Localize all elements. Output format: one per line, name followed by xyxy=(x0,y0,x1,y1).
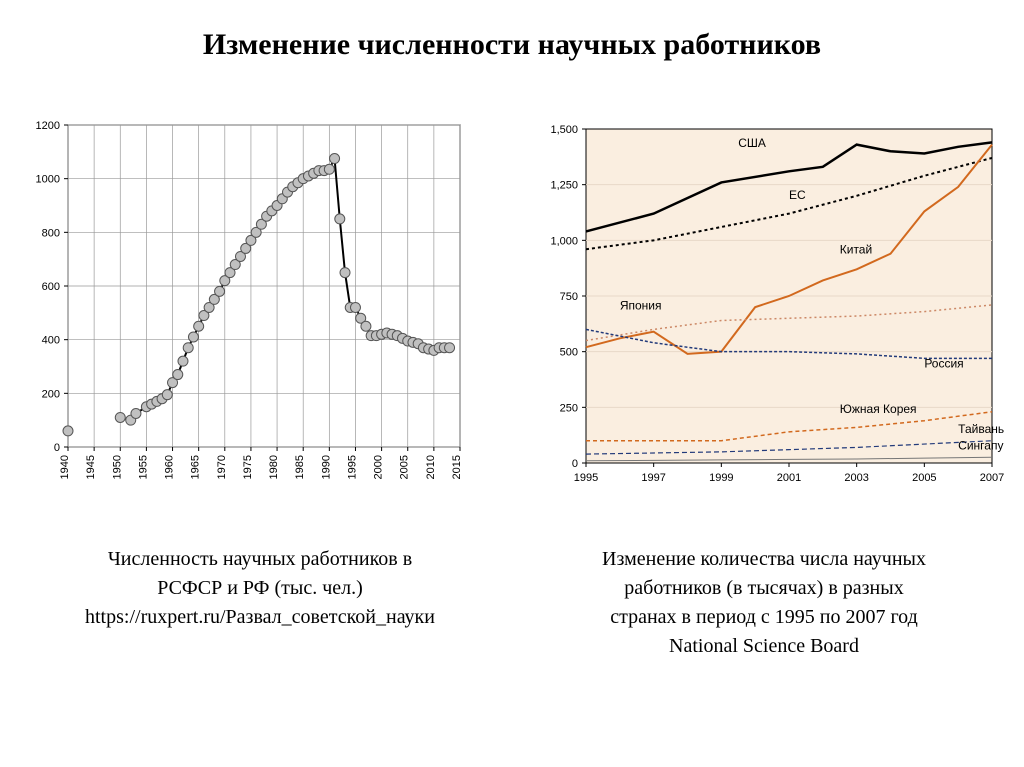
svg-text:1955: 1955 xyxy=(137,455,149,479)
svg-text:2005: 2005 xyxy=(399,455,411,479)
svg-text:1997: 1997 xyxy=(641,472,665,484)
svg-text:2015: 2015 xyxy=(451,455,463,479)
svg-text:ЕС: ЕС xyxy=(789,188,806,202)
svg-text:США: США xyxy=(738,136,766,150)
caption-text: Изменение количества числа научных xyxy=(602,548,926,570)
svg-text:1965: 1965 xyxy=(190,455,202,479)
svg-text:1000: 1000 xyxy=(36,174,60,186)
left-caption: Численность научных работников в РСФСР и… xyxy=(40,545,480,661)
svg-text:Россия: Россия xyxy=(924,356,963,370)
svg-text:2003: 2003 xyxy=(844,472,868,484)
svg-text:1960: 1960 xyxy=(164,455,176,479)
svg-text:1975: 1975 xyxy=(242,455,254,479)
svg-text:1200: 1200 xyxy=(36,120,60,132)
svg-text:1945: 1945 xyxy=(85,455,97,479)
left-chart: 0 200 400 600 800 1000 1200 1940 1945 1950 1955 196… xyxy=(20,115,470,495)
caption-text: странах в период с 1995 по 2007 год xyxy=(610,606,918,628)
svg-text:2007: 2007 xyxy=(980,472,1004,484)
svg-text:250: 250 xyxy=(560,402,578,414)
svg-text:1,500: 1,500 xyxy=(550,124,578,136)
svg-text:1940: 1940 xyxy=(59,455,71,479)
svg-text:1990: 1990 xyxy=(320,455,332,479)
svg-text:1999: 1999 xyxy=(709,472,733,484)
caption-text: National Science Board xyxy=(669,635,859,657)
svg-text:1980: 1980 xyxy=(268,455,280,479)
svg-text:Тайвань: Тайвань xyxy=(958,422,1004,436)
svg-text:1995: 1995 xyxy=(574,472,598,484)
caption-text: РСФСР и РФ (тыс. чел.) xyxy=(157,577,363,599)
svg-text:2001: 2001 xyxy=(777,472,801,484)
svg-text:1,250: 1,250 xyxy=(550,180,578,192)
svg-text:1970: 1970 xyxy=(216,455,228,479)
svg-text:2000: 2000 xyxy=(373,455,385,479)
svg-text:0: 0 xyxy=(572,458,578,470)
svg-text:Южная Корея: Южная Корея xyxy=(840,402,917,416)
svg-text:200: 200 xyxy=(42,388,60,400)
svg-text:400: 400 xyxy=(42,335,60,347)
caption-text: https://ruxpert.ru/Развал_советской_наук… xyxy=(85,606,435,628)
charts-row: 0 200 400 600 800 1000 1200 1940 1945 1950 1955 196… xyxy=(20,115,1004,495)
svg-text:1950: 1950 xyxy=(111,455,123,479)
svg-text:0: 0 xyxy=(54,442,60,454)
svg-text:2010: 2010 xyxy=(425,455,437,479)
svg-text:500: 500 xyxy=(560,347,578,359)
svg-text:1,000: 1,000 xyxy=(550,235,578,247)
caption-text: Численность научных работников в xyxy=(108,548,412,570)
svg-text:800: 800 xyxy=(42,227,60,239)
right-chart: 0 250 500 750 1,000 1,250 1,500 1995 1997 1999 200… xyxy=(534,115,1004,495)
svg-text:Сингапур: Сингапур xyxy=(958,439,1004,453)
right-caption: Изменение количества числа научных работ… xyxy=(544,545,984,661)
svg-text:600: 600 xyxy=(42,281,60,293)
svg-text:2005: 2005 xyxy=(912,472,936,484)
captions-row: Численность научных работников в РСФСР и… xyxy=(40,545,984,661)
svg-text:1995: 1995 xyxy=(346,455,358,479)
page-title: Изменение численности научных работников xyxy=(0,28,1024,62)
svg-text:750: 750 xyxy=(560,291,578,303)
caption-text: работников (в тысячах) в разных xyxy=(624,577,903,599)
svg-text:Китай: Китай xyxy=(840,243,872,257)
svg-text:Япония: Япония xyxy=(620,298,662,312)
svg-text:1985: 1985 xyxy=(294,455,306,479)
